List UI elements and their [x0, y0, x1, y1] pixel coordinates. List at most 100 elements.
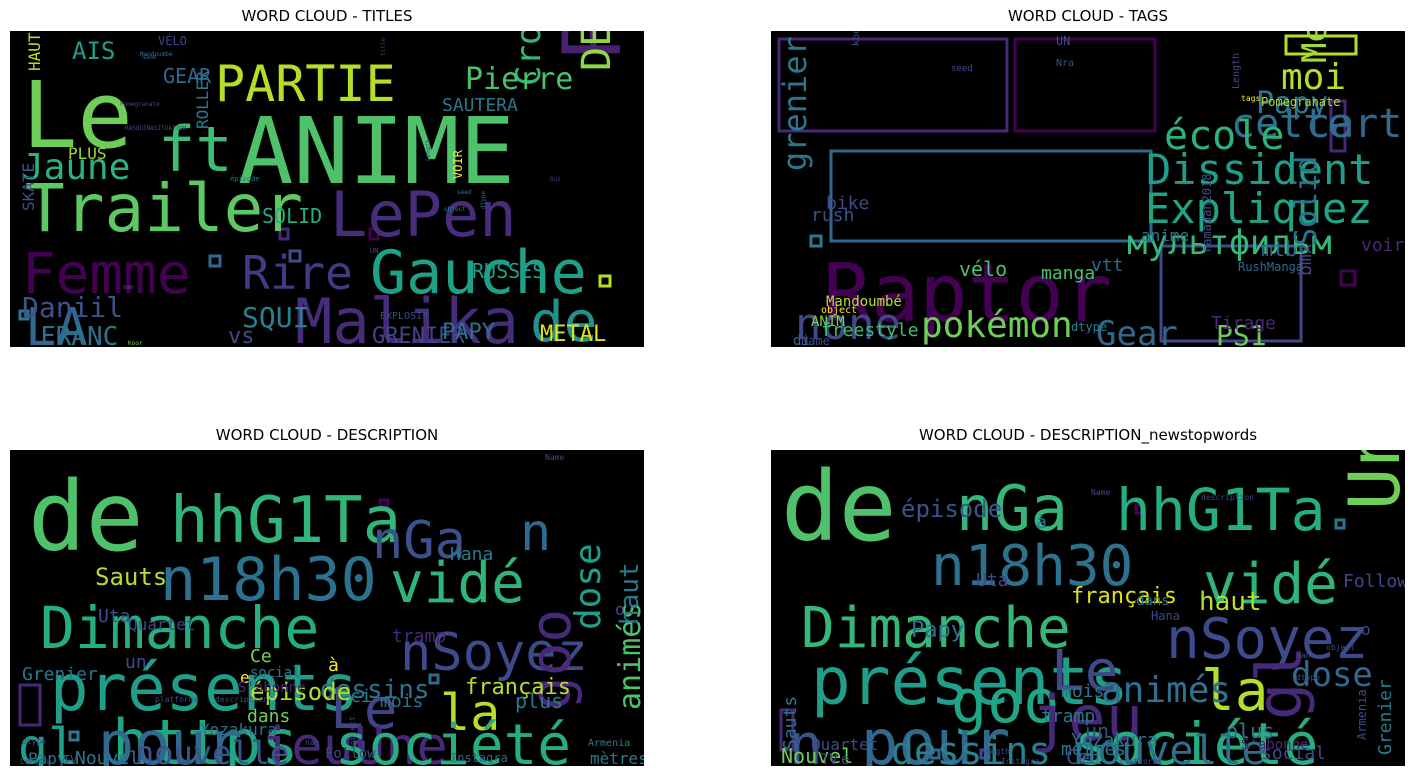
word-soci-t-: société	[335, 713, 571, 766]
word-pire: PIRE	[546, 31, 639, 61]
word-vid-: vidé	[1203, 552, 1338, 617]
word-pomegranate: Pomegranate	[120, 101, 160, 108]
title-tags-cloud: WORD CLOUD - TAGS	[1007, 7, 1169, 25]
word-daniil: Daniil	[22, 291, 123, 324]
word-raptor: Raptor	[823, 247, 1112, 340]
word-dose: dose	[1291, 655, 1373, 695]
missing-glyph-box	[809, 234, 823, 248]
word-dimanche: Dimanche	[801, 596, 1071, 661]
word-gear: Gear	[1096, 314, 1178, 347]
word-un: un	[1085, 719, 1109, 743]
word-nan: nan	[123, 284, 134, 291]
word-skate: SKATE	[19, 163, 38, 211]
word-rire: Rire	[242, 246, 353, 300]
word-name: Name	[545, 453, 564, 462]
word-koorgui: koorgui	[851, 31, 862, 46]
word-grenier: GRENIER	[372, 324, 465, 347]
word--: à	[328, 655, 339, 676]
word-name: Name	[1091, 488, 1110, 497]
word-partie: PARTIE	[215, 55, 396, 113]
word-dtype: dtype	[1296, 673, 1320, 682]
word-dimanche: Dimanche	[40, 594, 319, 662]
word-la: la	[440, 684, 500, 742]
word-metal: METAL	[540, 322, 606, 347]
word-object: object	[348, 716, 357, 745]
word-dans: dans	[1136, 593, 1170, 609]
word-yozakura: Yozakura	[200, 720, 277, 739]
word-jaune: Jaune	[22, 147, 130, 188]
word-koor: Koor	[128, 340, 143, 347]
word-name: Name	[801, 334, 830, 347]
word-pok-mon: pokémon	[921, 305, 1073, 346]
word-length: Length	[1231, 53, 1242, 89]
word-grenier: grenier	[776, 36, 814, 171]
word-cartoon: cartoon	[1306, 101, 1405, 147]
word-gui: Gui	[550, 176, 561, 183]
word-hana: Hana	[1151, 609, 1180, 623]
word--pisode: épisode	[901, 495, 1002, 523]
word-gear: GEAR	[163, 64, 212, 88]
word-length: Length	[20, 757, 49, 766]
word-anim: ANIM	[811, 314, 845, 330]
word-anime: ANIME	[238, 98, 515, 205]
word-un: UN	[1056, 34, 1070, 48]
word-dessins: dessins	[320, 675, 430, 705]
word-m-tres: mètres	[1061, 739, 1126, 760]
word-sautera: SAUTERA	[442, 95, 518, 116]
word-armenia: Armenia	[588, 738, 630, 749]
word-rush: rush	[811, 205, 854, 226]
missing-glyph-box	[428, 673, 440, 685]
word-de: de	[28, 461, 144, 573]
word-tv: TV	[821, 752, 838, 766]
missing-glyph-box	[368, 227, 380, 241]
word-goo: goo	[951, 667, 1059, 737]
word-roller: ROLLER	[193, 71, 212, 129]
title-titles-cloud: WORD CLOUD - TITLES	[241, 7, 413, 25]
word-yozakura: Yozakura	[1071, 730, 1158, 751]
word-tramp: tramp	[1041, 706, 1095, 727]
word-dessins: DESSINS	[574, 31, 620, 71]
word-dans: dans	[247, 706, 290, 727]
word-s-abonne: S'abonne	[1241, 737, 1308, 753]
word-goo: goo	[519, 609, 584, 710]
missing-glyph-box	[1339, 269, 1357, 287]
word-anim-s: animés	[1101, 670, 1231, 711]
word-object: object	[444, 206, 466, 213]
missing-glyph-box	[929, 748, 941, 760]
word-voir: voir	[1361, 235, 1405, 256]
word-n18h30: n18h30	[160, 545, 377, 615]
word-seed: seed	[951, 64, 973, 74]
word-platforms: platforms	[1119, 757, 1163, 766]
missing-glyph-box	[1159, 244, 1303, 343]
word-object: object	[821, 305, 857, 316]
word-platforms: platforms	[155, 695, 199, 704]
title-description-newstopwords-cloud: WORD CLOUD - DESCRIPTION_newstopwords	[918, 426, 1258, 444]
word-ci: ci	[1081, 748, 1103, 766]
word-pomegranate: Pomegranate	[1261, 95, 1340, 109]
word-plus: plus	[1226, 719, 1274, 743]
word-title: title	[380, 38, 387, 56]
word-gl: gl	[18, 718, 78, 766]
word-dtype: dtype	[1071, 320, 1107, 334]
word-nsoyez: nSoyez	[400, 623, 588, 683]
word-ci: ci	[350, 686, 372, 707]
word-none: none	[795, 299, 901, 347]
word-freestyle: freestyle	[821, 320, 919, 341]
word-e: e	[841, 752, 849, 766]
word-v-lo: VÉLO	[158, 33, 187, 48]
word-dose: dose	[568, 543, 609, 630]
word-le: Le	[1051, 639, 1118, 704]
word-sauts: Sauts	[95, 563, 167, 591]
word-russes: RUSSES	[472, 259, 544, 283]
word-nouvel: Nouvel	[75, 748, 140, 766]
word-haut: haut	[1199, 587, 1262, 617]
word-de: de	[781, 451, 897, 563]
word-papy: Papy	[28, 749, 67, 766]
missing-glyph-box	[779, 708, 795, 752]
missing-glyph-box	[1284, 34, 1358, 56]
word-rushmanga: RushManga	[1238, 260, 1303, 274]
word-nouvelle: nouvelle	[135, 734, 289, 766]
missing-glyph-box	[1013, 37, 1157, 133]
